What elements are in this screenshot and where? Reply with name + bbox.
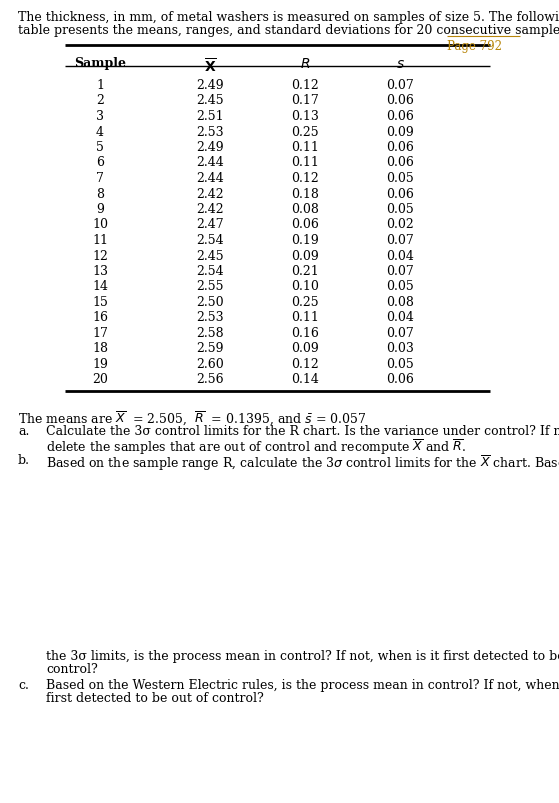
Text: 0.13: 0.13 xyxy=(291,110,319,123)
Text: 0.06: 0.06 xyxy=(291,218,319,231)
Text: 9: 9 xyxy=(96,202,104,216)
Text: 3: 3 xyxy=(96,110,104,123)
Text: 6: 6 xyxy=(96,157,104,169)
Text: 2: 2 xyxy=(96,95,104,108)
Text: 0.06: 0.06 xyxy=(386,141,414,154)
Text: 2.42: 2.42 xyxy=(196,187,224,200)
Text: $\mathit{s}$: $\mathit{s}$ xyxy=(396,57,405,71)
Text: 2.49: 2.49 xyxy=(196,79,224,92)
Text: 1: 1 xyxy=(96,79,104,92)
Text: 5: 5 xyxy=(96,141,104,154)
Text: 0.25: 0.25 xyxy=(291,296,319,308)
Text: 0.05: 0.05 xyxy=(386,280,414,293)
Text: 0.05: 0.05 xyxy=(386,172,414,185)
Text: 2.53: 2.53 xyxy=(196,125,224,138)
Text: 0.11: 0.11 xyxy=(291,157,319,169)
Text: 0.07: 0.07 xyxy=(386,265,414,278)
Text: 14: 14 xyxy=(92,280,108,293)
Text: 2.60: 2.60 xyxy=(196,357,224,370)
Text: 0.12: 0.12 xyxy=(291,79,319,92)
Text: $\mathbf{\overline{X}}$: $\mathbf{\overline{X}}$ xyxy=(203,57,216,75)
Text: 0.06: 0.06 xyxy=(386,373,414,386)
Text: 2.44: 2.44 xyxy=(196,157,224,169)
Text: 4: 4 xyxy=(96,125,104,138)
Text: The means are $\overline{X}$  = 2.505,  $\overline{R}$  = 0.1395, and $\bar{s}$ : The means are $\overline{X}$ = 2.505, $\… xyxy=(18,409,366,426)
Text: 0.17: 0.17 xyxy=(291,95,319,108)
Text: 0.09: 0.09 xyxy=(386,125,414,138)
Text: 0.25: 0.25 xyxy=(291,125,319,138)
Text: 0.04: 0.04 xyxy=(386,249,414,262)
Text: b.: b. xyxy=(18,454,30,467)
Text: 0.05: 0.05 xyxy=(386,357,414,370)
Text: 2.53: 2.53 xyxy=(196,311,224,324)
Text: 2.54: 2.54 xyxy=(196,234,224,247)
Text: 0.05: 0.05 xyxy=(386,202,414,216)
Text: 2.59: 2.59 xyxy=(196,342,224,355)
Text: the 3σ limits, is the process mean in control? If not, when is it first detected: the 3σ limits, is the process mean in co… xyxy=(46,649,559,662)
Text: 0.07: 0.07 xyxy=(386,79,414,92)
Text: 2.54: 2.54 xyxy=(196,265,224,278)
Text: 0.18: 0.18 xyxy=(291,187,319,200)
Text: 0.10: 0.10 xyxy=(291,280,319,293)
Text: Sample: Sample xyxy=(74,57,126,70)
Text: delete the samples that are out of control and recompute $\overline{X}$ and $\ov: delete the samples that are out of contr… xyxy=(46,438,466,457)
Text: 17: 17 xyxy=(92,327,108,340)
Text: 0.21: 0.21 xyxy=(291,265,319,278)
Text: 0.12: 0.12 xyxy=(291,172,319,185)
Text: c.: c. xyxy=(18,679,29,691)
Text: 0.14: 0.14 xyxy=(291,373,319,386)
Text: 7: 7 xyxy=(96,172,104,185)
Text: 0.09: 0.09 xyxy=(291,249,319,262)
Text: 0.08: 0.08 xyxy=(291,202,319,216)
Text: 0.03: 0.03 xyxy=(386,342,414,355)
Text: 2.55: 2.55 xyxy=(196,280,224,293)
Text: 12: 12 xyxy=(92,249,108,262)
Text: 2.44: 2.44 xyxy=(196,172,224,185)
Text: 16: 16 xyxy=(92,311,108,324)
Text: Page 792: Page 792 xyxy=(447,40,502,53)
Text: 0.06: 0.06 xyxy=(386,95,414,108)
Text: 0.19: 0.19 xyxy=(291,234,319,247)
Text: 15: 15 xyxy=(92,296,108,308)
Text: 0.06: 0.06 xyxy=(386,110,414,123)
Text: 0.07: 0.07 xyxy=(386,327,414,340)
Text: 2.47: 2.47 xyxy=(196,218,224,231)
Text: 2.56: 2.56 xyxy=(196,373,224,386)
Text: table presents the means, ranges, and standard deviations for 20 consecutive sam: table presents the means, ranges, and st… xyxy=(18,24,559,37)
Text: Calculate the 3σ control limits for the R chart. Is the variance under control? : Calculate the 3σ control limits for the … xyxy=(46,425,559,438)
Text: 0.11: 0.11 xyxy=(291,141,319,154)
Text: The thickness, in mm, of metal washers is measured on samples of size 5. The fol: The thickness, in mm, of metal washers i… xyxy=(18,11,559,24)
Text: 0.16: 0.16 xyxy=(291,327,319,340)
Text: $\mathit{R}$: $\mathit{R}$ xyxy=(300,57,310,71)
Text: 2.50: 2.50 xyxy=(196,296,224,308)
Text: 0.02: 0.02 xyxy=(386,218,414,231)
Text: 18: 18 xyxy=(92,342,108,355)
Text: 0.06: 0.06 xyxy=(386,187,414,200)
Text: 10: 10 xyxy=(92,218,108,231)
Text: 0.12: 0.12 xyxy=(291,357,319,370)
Text: 11: 11 xyxy=(92,234,108,247)
Text: 2.45: 2.45 xyxy=(196,249,224,262)
Text: 19: 19 xyxy=(92,357,108,370)
Text: 13: 13 xyxy=(92,265,108,278)
Text: a.: a. xyxy=(18,425,30,438)
Text: 0.04: 0.04 xyxy=(386,311,414,324)
Text: control?: control? xyxy=(46,662,98,675)
Text: first detected to be out of control?: first detected to be out of control? xyxy=(46,691,264,704)
Text: 8: 8 xyxy=(96,187,104,200)
Text: Based on the Western Electric rules, is the process mean in control? If not, whe: Based on the Western Electric rules, is … xyxy=(46,679,559,691)
Text: 0.09: 0.09 xyxy=(291,342,319,355)
Text: Based on the sample range R, calculate the 3$\sigma$ control limits for the $\ov: Based on the sample range R, calculate t… xyxy=(46,454,559,472)
Text: 20: 20 xyxy=(92,373,108,386)
Text: 2.51: 2.51 xyxy=(196,110,224,123)
Text: 2.45: 2.45 xyxy=(196,95,224,108)
Text: 2.42: 2.42 xyxy=(196,202,224,216)
Text: 0.08: 0.08 xyxy=(386,296,414,308)
Text: 2.49: 2.49 xyxy=(196,141,224,154)
Text: 0.07: 0.07 xyxy=(386,234,414,247)
Text: 0.11: 0.11 xyxy=(291,311,319,324)
Text: 0.06: 0.06 xyxy=(386,157,414,169)
Text: 2.58: 2.58 xyxy=(196,327,224,340)
